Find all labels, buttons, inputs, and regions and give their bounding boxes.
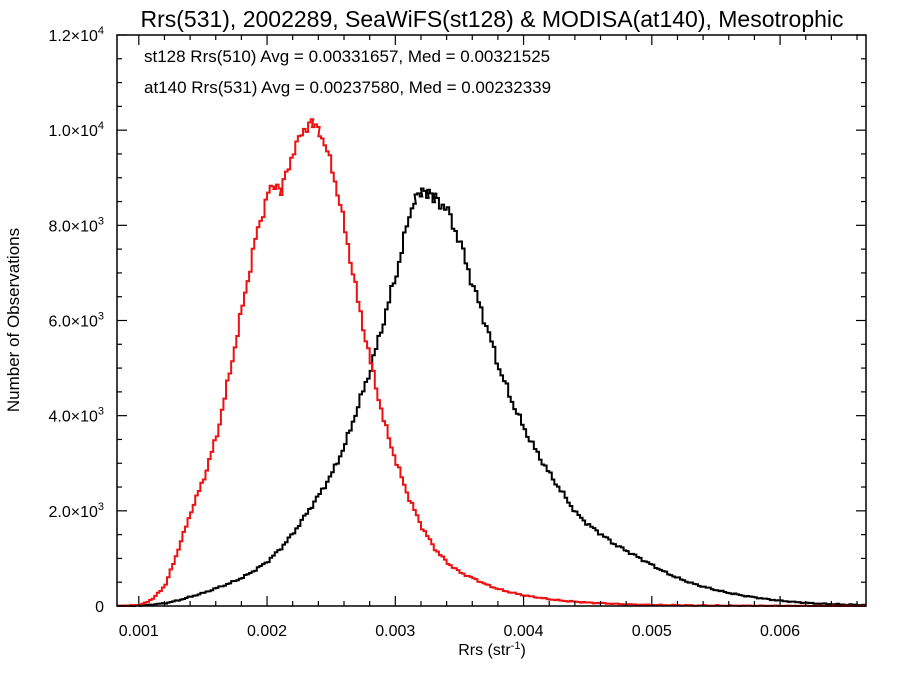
legend-entry-at140: at140 Rrs(531) Avg = 0.00237580, Med = 0… (144, 78, 551, 97)
y-tick-label: 8.0×103 (48, 215, 104, 235)
x-axis-label-text: Rrs (str (458, 642, 511, 659)
x-axis-label-sup: -1 (511, 640, 521, 652)
series-line-1 (117, 118, 866, 607)
x-axis-label: Rrs (str-1) (458, 640, 526, 659)
y-tick-label: 2.0×103 (48, 501, 104, 521)
y-tick-label: 0 (95, 599, 104, 616)
series-line-0 (117, 187, 866, 607)
x-tick-label: 0.002 (247, 623, 287, 640)
x-axis: 0.001 0.002 0.003 0.004 0.005 0.006 (119, 35, 858, 640)
y-tick-label: 1.2×104 (48, 25, 104, 45)
x-tick-label: 0.006 (760, 623, 800, 640)
y-axis-label: Number of Observations (4, 228, 23, 412)
series-layer (117, 118, 866, 607)
y-tick-label: 6.0×103 (48, 311, 104, 331)
y-tick-label: 4.0×103 (48, 406, 104, 426)
x-tick-label: 0.004 (504, 623, 544, 640)
plot-frame (116, 34, 867, 607)
y-axis: 0 2.0×103 4.0×103 6.0×103 8.0×103 1.0×104 1.2×… (48, 25, 866, 616)
chart-title: Rrs(531), 2002289, SeaWiFS(st128) & MODI… (140, 6, 843, 32)
x-tick-label: 0.001 (119, 623, 159, 640)
x-tick-label: 0.005 (632, 623, 672, 640)
y-tick-label: 1.0×104 (48, 120, 104, 140)
x-tick-label: 0.003 (375, 623, 415, 640)
x-axis-label-close: ) (520, 642, 525, 659)
legend-entry-st128: st128 Rrs(510) Avg = 0.00331657, Med = 0… (144, 47, 550, 66)
